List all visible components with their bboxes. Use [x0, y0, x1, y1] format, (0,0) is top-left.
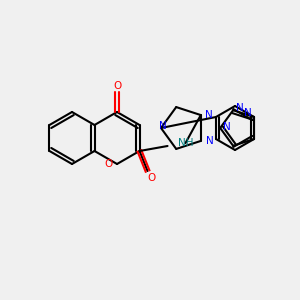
Text: N: N — [223, 122, 231, 132]
Text: N: N — [159, 121, 167, 131]
Text: O: O — [113, 81, 121, 91]
Text: O: O — [147, 173, 156, 183]
Text: N: N — [244, 108, 252, 118]
Text: N: N — [236, 103, 244, 113]
Text: N: N — [205, 110, 213, 120]
Text: O: O — [105, 159, 113, 169]
Text: NH: NH — [178, 138, 193, 148]
Text: N: N — [206, 136, 214, 146]
